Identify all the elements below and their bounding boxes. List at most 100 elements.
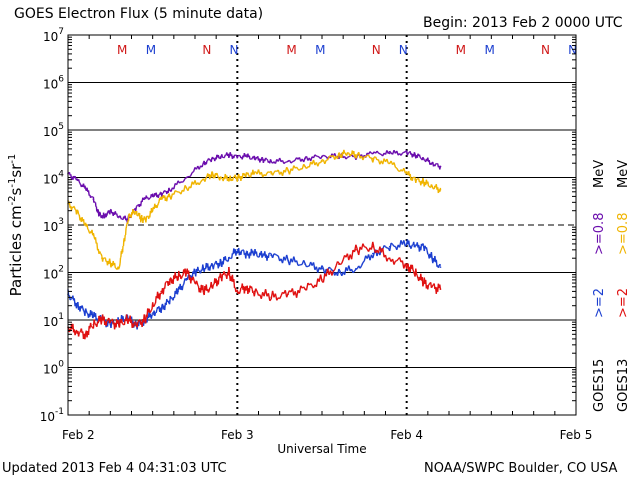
series-segment: [108, 258, 111, 263]
series-segment: [411, 264, 414, 271]
series-segment: [269, 298, 272, 302]
series-segment: [250, 158, 252, 160]
data-point: [177, 290, 179, 293]
data-point: [160, 193, 162, 195]
legend-entry: >=2: [616, 288, 631, 318]
series-segment: [195, 280, 198, 283]
y-tick-base: 10: [43, 78, 58, 92]
series-segment: [156, 205, 159, 209]
data-point: [101, 257, 103, 260]
y-tick-label: 105: [43, 122, 64, 139]
data-point: [338, 154, 340, 156]
data-point: [160, 290, 162, 293]
series-segment: [216, 175, 219, 178]
series-segment: [81, 305, 84, 309]
series-segment: [228, 266, 231, 275]
x-axis-label: Universal Time: [277, 442, 366, 456]
data-point: [118, 323, 120, 326]
series-segment: [273, 253, 276, 256]
series-segment: [106, 319, 108, 322]
data-point: [321, 155, 323, 158]
data-point: [228, 271, 230, 274]
series-segment: [338, 268, 341, 273]
series-segment: [105, 320, 108, 326]
series-segment: [266, 158, 269, 161]
series-segment: [149, 310, 152, 313]
series-segment: [329, 267, 333, 271]
series-segment: [147, 197, 150, 200]
series-segment: [219, 258, 222, 262]
legend-entry: >=0.8: [592, 213, 607, 255]
series-segment: [358, 246, 361, 256]
series-segment: [82, 310, 85, 313]
data-point: [388, 245, 391, 248]
series-segment: [321, 265, 325, 269]
series-segment: [317, 155, 320, 158]
series-segment: [427, 253, 429, 256]
series-segment: [136, 321, 139, 328]
series-segment: [286, 166, 289, 171]
series-segment: [383, 244, 386, 248]
data-point: [236, 290, 239, 293]
series-segment: [76, 209, 79, 212]
series-segment: [77, 210, 80, 215]
data-point: [219, 156, 222, 158]
series-segment: [207, 158, 210, 161]
data-point: [185, 187, 188, 189]
data-point: [245, 252, 247, 255]
series-segment: [154, 302, 157, 305]
series-segment: [181, 180, 185, 183]
series-segment: [135, 205, 138, 208]
series-segment: [286, 254, 289, 261]
series-segment: [99, 251, 102, 254]
series-segment: [159, 292, 162, 300]
y-tick-label: 101: [43, 312, 64, 329]
series-segment: [256, 291, 260, 296]
data-point: [431, 257, 433, 260]
series-segment: [74, 176, 77, 179]
series-segment: [211, 284, 214, 289]
series-segment: [412, 269, 415, 272]
data-point: [405, 243, 408, 245]
y-tick-label: 107: [43, 27, 64, 44]
series-segment: [393, 260, 397, 265]
series-segment: [155, 309, 158, 313]
series-segment: [276, 254, 279, 257]
series-segment: [390, 242, 394, 245]
series-segment: [217, 176, 220, 179]
series-segment: [245, 154, 247, 156]
series-segment: [392, 243, 395, 247]
series-segment: [336, 261, 340, 264]
series-segment: [422, 283, 425, 287]
series-segment: [314, 154, 317, 157]
legend-entry: MeV: [592, 160, 607, 188]
series-segment: [198, 270, 201, 273]
data-point: [304, 263, 306, 265]
series-segment: [217, 276, 220, 285]
series-segment: [116, 213, 119, 217]
data-point: [439, 165, 442, 168]
data-point: [75, 209, 78, 212]
series-segment: [82, 219, 85, 225]
series-segment: [162, 287, 165, 295]
data-point: [422, 157, 425, 160]
marker-label: M: [146, 43, 156, 57]
series-segment: [290, 161, 293, 164]
series-segment: [77, 332, 80, 337]
series-segment: [376, 150, 379, 154]
series-segment: [183, 280, 186, 285]
data-point: [168, 195, 171, 198]
series-segment: [403, 240, 406, 247]
series-segment: [434, 163, 437, 167]
series-segment: [339, 262, 343, 266]
series-segment: [332, 269, 336, 272]
data-point: [270, 172, 273, 175]
series-segment: [192, 278, 195, 282]
series-segment: [85, 310, 88, 314]
series-segment: [74, 330, 77, 336]
series-segment: [243, 173, 246, 177]
y-tick-exp: 4: [58, 170, 64, 180]
series-segment: [207, 290, 210, 293]
series-segment: [72, 206, 75, 209]
